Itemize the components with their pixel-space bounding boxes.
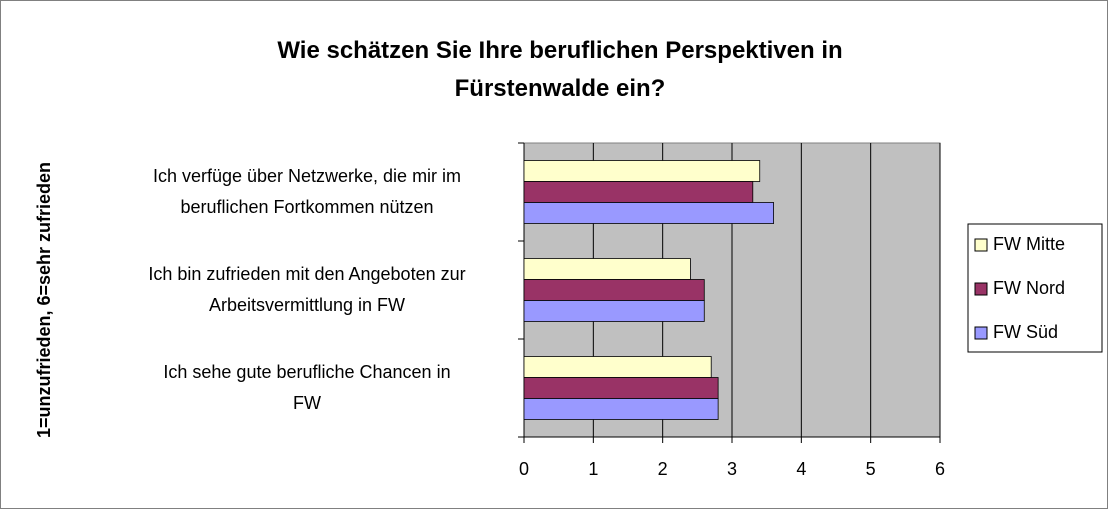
- legend-swatch: [974, 238, 988, 252]
- bar: [523, 398, 719, 420]
- bar: [523, 356, 712, 378]
- x-tick-label: 4: [796, 459, 806, 479]
- x-tick-label: 6: [935, 459, 945, 479]
- x-tick-label: 3: [727, 459, 737, 479]
- legend-box: [967, 223, 1103, 353]
- bar: [523, 258, 691, 280]
- legend-label: FW Nord: [993, 278, 1065, 298]
- chart-title: Wie schätzen Sie Ihre beruflichen Perspe…: [277, 37, 843, 102]
- bar: [523, 377, 719, 399]
- x-tick-label: 2: [658, 459, 668, 479]
- bar: [523, 181, 754, 203]
- bar: [523, 202, 775, 224]
- x-tick-label: 0: [519, 459, 529, 479]
- y-tick-label: Ich sehe gute berufliche Chancen in FW: [163, 362, 451, 413]
- legend-label: FW Mitte: [993, 234, 1065, 254]
- x-tick-label: 5: [866, 459, 876, 479]
- bar: [523, 160, 761, 182]
- legend-label: FW Süd: [993, 322, 1058, 342]
- legend-swatch: [974, 282, 988, 296]
- bar: [523, 279, 705, 301]
- x-tick-label: 1: [588, 459, 598, 479]
- y-axis-label: 1=unzufrieden, 6=sehr zufrieden: [34, 162, 54, 438]
- bar: [523, 300, 705, 322]
- legend-swatch: [974, 326, 988, 340]
- y-tick-label: Ich bin zufrieden mit den Angeboten zur …: [148, 264, 466, 315]
- y-tick-label: Ich verfüge über Netzwerke, die mir im b…: [152, 166, 462, 217]
